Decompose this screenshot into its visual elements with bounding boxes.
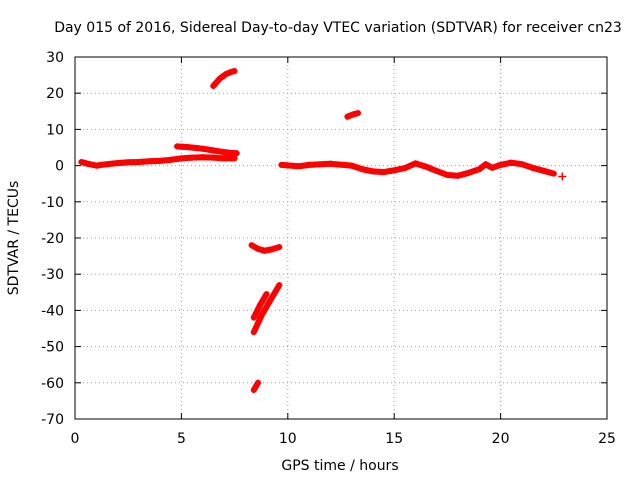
data-series	[344, 110, 361, 120]
data-point-marker	[558, 172, 567, 181]
data-point-marker	[415, 161, 422, 168]
data-point-marker	[468, 168, 475, 175]
data-point-marker	[276, 244, 283, 251]
data-point-marker	[231, 68, 238, 75]
data-point-marker	[270, 245, 277, 252]
data-point-marker	[436, 169, 443, 175]
data-point-marker	[267, 246, 274, 253]
data-point-marker	[550, 170, 557, 177]
data-series	[250, 282, 283, 336]
data-point-marker	[355, 110, 361, 117]
data-point-marker	[542, 168, 549, 175]
y-axis-label: SDTVAR / TECUs	[6, 181, 22, 296]
y-tick-label: -40	[41, 303, 64, 319]
data-point-marker	[521, 162, 528, 169]
x-axis-label: GPS time / hours	[281, 458, 398, 474]
data-point-marker	[463, 170, 469, 177]
data-point-marker	[401, 165, 408, 172]
y-tick-label: -50	[41, 340, 64, 356]
data-point-marker	[441, 171, 448, 177]
data-point-marker	[524, 163, 531, 169]
data-point-marker	[537, 166, 544, 173]
y-tick-label: -60	[41, 376, 64, 392]
data-point-marker	[431, 166, 438, 173]
data-point-marker	[404, 164, 411, 170]
data-point-marker	[471, 168, 477, 174]
data-point-marker	[534, 166, 541, 173]
data-point-marker	[255, 379, 261, 386]
data-series	[248, 242, 283, 254]
x-tick-label: 10	[279, 431, 297, 447]
data-point-marker	[417, 162, 424, 169]
x-tick-label: 5	[177, 431, 186, 447]
data-point-marker	[233, 150, 240, 157]
data-series	[174, 143, 240, 157]
data-series	[210, 68, 238, 89]
data-point-marker	[356, 165, 363, 172]
data-point-marker	[455, 172, 461, 179]
data-point-marker	[491, 163, 498, 170]
y-tick-label: -70	[41, 412, 64, 428]
y-tick-label: 0	[55, 159, 64, 175]
data-point-marker	[276, 282, 283, 289]
data-marks	[78, 68, 567, 393]
y-tick-label: 20	[46, 86, 64, 102]
data-point-marker	[348, 162, 355, 169]
x-tick-label: 20	[492, 431, 510, 447]
y-tick-label: -10	[41, 195, 64, 211]
data-point-marker	[494, 162, 501, 169]
data-point-marker	[409, 161, 416, 168]
data-series	[278, 159, 557, 179]
x-tick-label: 25	[598, 431, 616, 447]
data-series	[250, 291, 270, 321]
y-tick-label: 10	[46, 122, 64, 138]
data-series	[558, 172, 567, 181]
y-tick-label: 30	[46, 50, 64, 66]
data-point-marker	[351, 163, 358, 170]
data-point-marker	[548, 169, 555, 176]
data-point-marker	[428, 165, 435, 172]
x-tick-label: 0	[71, 431, 80, 447]
data-point-marker	[231, 155, 238, 162]
data-point-marker	[529, 164, 536, 171]
y-tick-label: -20	[41, 231, 64, 247]
data-series	[78, 154, 238, 169]
data-point-marker	[273, 244, 280, 251]
data-series	[250, 379, 261, 393]
data-point-marker	[489, 164, 496, 171]
y-tick-label: -30	[41, 267, 64, 283]
x-tick-label: 15	[385, 431, 403, 447]
grid-lines	[75, 57, 607, 419]
axis-ticks: 0 5 10 15 20 25 30 20 10 0 -10 -20 -30 -40 -50 -60 -70	[41, 50, 616, 447]
data-point-marker	[423, 163, 430, 170]
data-point-marker	[263, 291, 270, 298]
chart-title: Day 015 of 2016, Sidereal Day-to-day VTE…	[54, 20, 622, 36]
data-point-marker	[457, 172, 464, 178]
